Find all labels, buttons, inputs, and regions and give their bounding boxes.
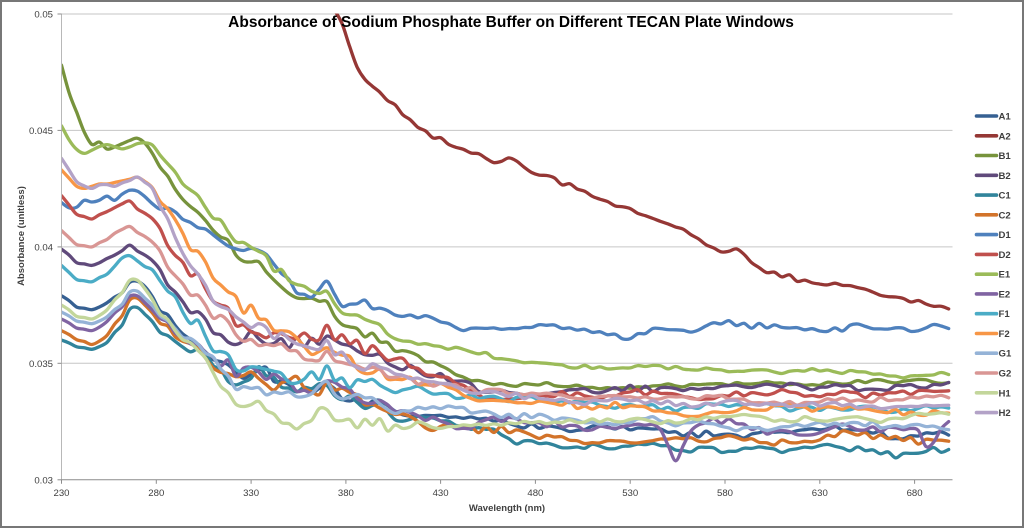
svg-text:A1: A1 [999, 112, 1012, 123]
svg-text:D1: D1 [999, 230, 1012, 241]
svg-text:480: 480 [527, 488, 543, 499]
svg-text:G2: G2 [999, 369, 1012, 380]
svg-text:H2: H2 [999, 408, 1011, 419]
svg-text:680: 680 [907, 488, 923, 499]
svg-text:F1: F1 [999, 309, 1011, 320]
svg-text:E1: E1 [999, 270, 1011, 281]
svg-text:0.035: 0.035 [29, 359, 53, 370]
svg-text:G1: G1 [999, 349, 1012, 360]
svg-text:Wavelength (nm): Wavelength (nm) [469, 503, 545, 514]
svg-text:430: 430 [433, 488, 449, 499]
svg-text:C1: C1 [999, 191, 1012, 202]
svg-text:B2: B2 [999, 171, 1011, 182]
svg-text:330: 330 [243, 488, 259, 499]
svg-text:A2: A2 [999, 131, 1011, 142]
svg-text:D2: D2 [999, 250, 1011, 261]
svg-text:0.03: 0.03 [34, 475, 53, 486]
svg-text:0.045: 0.045 [29, 126, 53, 137]
svg-text:B1: B1 [999, 151, 1012, 162]
svg-text:0.05: 0.05 [34, 10, 53, 21]
svg-text:C2: C2 [999, 210, 1011, 221]
svg-text:H1: H1 [999, 388, 1012, 399]
svg-text:Absorbance of Sodium Phosphate: Absorbance of Sodium Phosphate Buffer on… [228, 14, 794, 31]
svg-text:280: 280 [148, 488, 164, 499]
svg-text:Absorbance (unitless): Absorbance (unitless) [16, 186, 27, 286]
svg-text:530: 530 [622, 488, 638, 499]
svg-text:0.04: 0.04 [34, 243, 53, 254]
svg-text:580: 580 [717, 488, 733, 499]
svg-text:630: 630 [812, 488, 828, 499]
svg-text:380: 380 [338, 488, 354, 499]
svg-text:F2: F2 [999, 329, 1010, 340]
svg-text:230: 230 [53, 488, 69, 499]
svg-text:E2: E2 [999, 289, 1011, 300]
